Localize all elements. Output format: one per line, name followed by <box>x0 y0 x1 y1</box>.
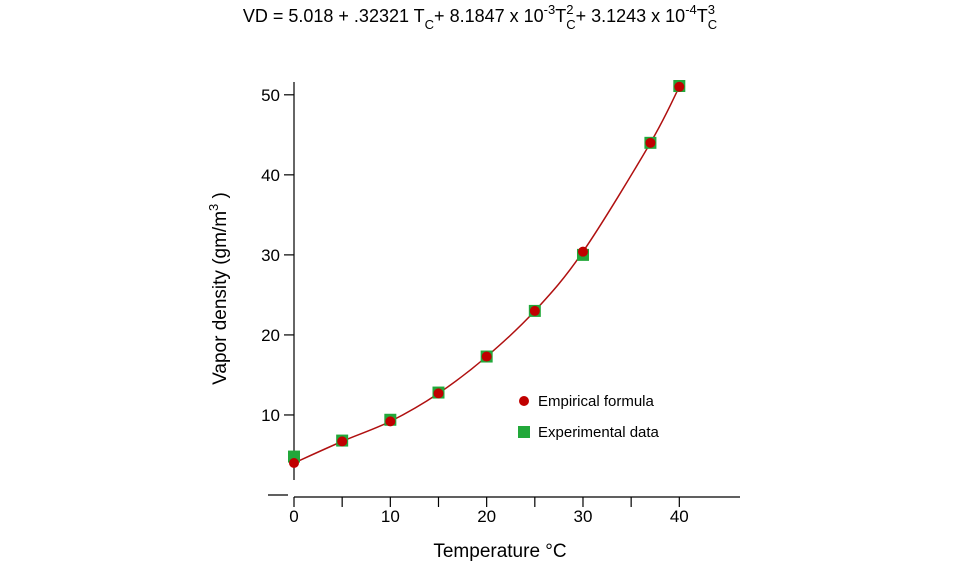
y-axis-label: Vapor density (gm/m3 ) <box>206 192 231 385</box>
y-label-part: ) <box>210 192 231 204</box>
legend-label: Empirical formula <box>538 393 655 410</box>
x-tick-label: 10 <box>381 507 400 526</box>
y-tick-label: 30 <box>261 246 280 265</box>
circle-marker <box>529 305 540 316</box>
legend-marker <box>518 426 530 438</box>
x-tick-label: 20 <box>477 507 496 526</box>
circle-marker <box>289 457 299 468</box>
title-part: -3 <box>544 2 556 17</box>
title-part: + 3.1243 x 10 <box>576 6 686 26</box>
y-label-part: Vapor density (gm/m <box>210 211 231 385</box>
y-tick-label: 20 <box>261 326 280 345</box>
x-tick-label: 0 <box>289 507 298 526</box>
title-part: T <box>555 6 566 26</box>
title-part: C <box>566 17 575 32</box>
title-part: VD = 5.018 + .32321 T <box>243 6 425 26</box>
title-part: C <box>708 17 717 32</box>
title-part: T <box>697 6 708 26</box>
y-label-part: 3 <box>206 204 221 211</box>
title-part: 2 <box>566 2 573 17</box>
x-tick-label: 40 <box>670 507 689 526</box>
title-part: -4 <box>685 2 697 17</box>
title-part: C <box>425 17 434 32</box>
circle-marker <box>433 388 444 399</box>
y-tick-label: 50 <box>261 86 280 105</box>
circle-marker <box>481 351 492 362</box>
y-tick-label: 40 <box>261 166 280 185</box>
circle-marker <box>577 246 588 257</box>
circle-marker <box>385 416 396 427</box>
circle-marker <box>674 81 685 92</box>
fit-curve <box>293 86 680 464</box>
y-tick-label: 10 <box>261 406 280 425</box>
x-axis-label: Temperature °C <box>433 541 566 562</box>
legend-marker <box>519 396 529 406</box>
legend-label: Experimental data <box>538 424 660 441</box>
circle-marker <box>337 436 348 447</box>
title-part: 3 <box>708 2 715 17</box>
title-part: + 8.1847 x 10 <box>434 6 544 26</box>
x-tick-label: 30 <box>574 507 593 526</box>
circle-marker <box>645 137 656 148</box>
